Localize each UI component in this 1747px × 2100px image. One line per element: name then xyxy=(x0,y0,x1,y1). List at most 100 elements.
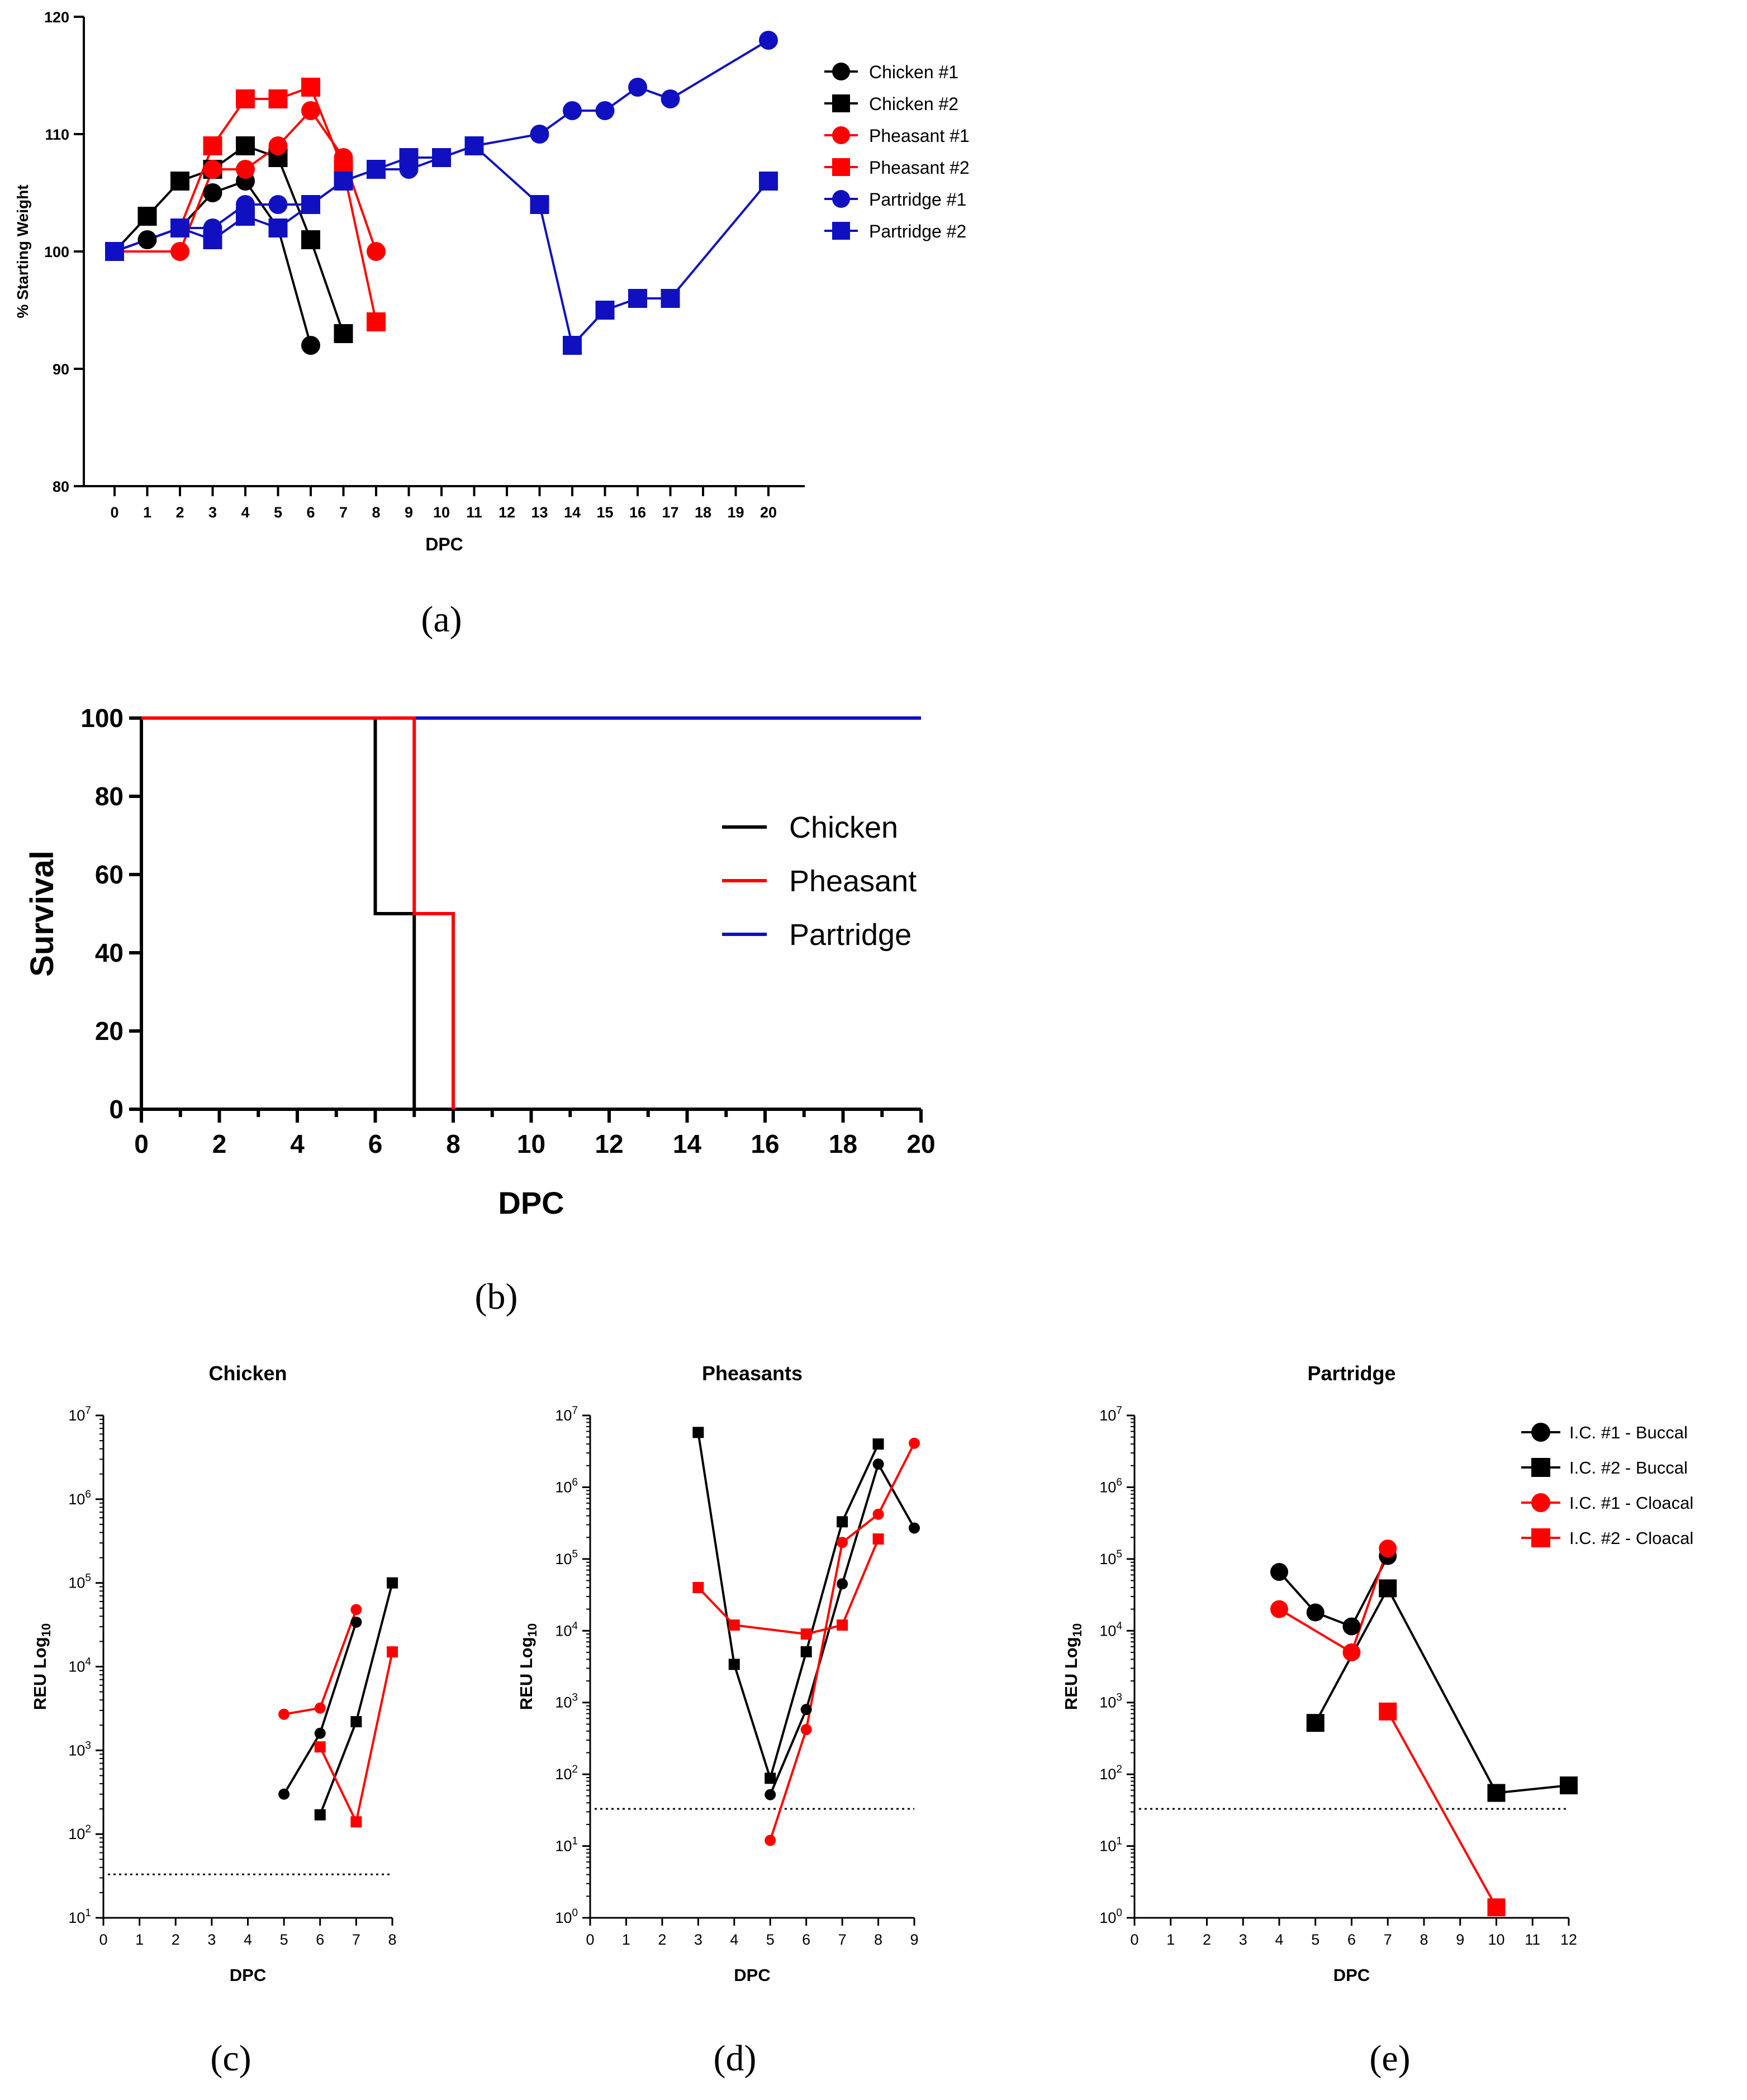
chart-title: Chicken xyxy=(208,1362,287,1385)
legend-marker xyxy=(832,190,850,208)
data-point xyxy=(268,218,288,237)
data-point xyxy=(367,312,386,331)
y-tick-label: 120 xyxy=(44,9,69,26)
series-line xyxy=(1278,1548,1389,1654)
data-point xyxy=(1270,1563,1288,1581)
x-tick-label: 20 xyxy=(906,1129,935,1158)
data-point xyxy=(837,1578,848,1590)
data-point xyxy=(1342,1643,1361,1661)
data-point xyxy=(464,136,484,155)
x-tick-label: 13 xyxy=(531,504,548,521)
data-point xyxy=(872,1438,884,1450)
data-point xyxy=(728,1659,740,1670)
x-tick-label: 5 xyxy=(280,1931,288,1948)
legend: I.C. #1 - Buccal I.C. #2 - Buccal I.C. #1 … xyxy=(1521,1423,1693,1548)
data-point xyxy=(314,1727,326,1739)
data-point xyxy=(909,1522,920,1534)
y-tick-label: 102 xyxy=(1099,1764,1122,1783)
x-tick-label: 7 xyxy=(1384,1931,1392,1948)
data-point xyxy=(278,1708,290,1720)
data-point xyxy=(595,101,615,120)
data-point xyxy=(1379,1702,1397,1721)
data-point xyxy=(301,101,320,120)
legend-label: Pheasant xyxy=(789,864,917,898)
data-point xyxy=(105,242,124,261)
chart-title: Partridge xyxy=(1307,1362,1395,1385)
data-point xyxy=(137,230,157,249)
series-line xyxy=(769,1442,915,1841)
data-point xyxy=(800,1646,812,1657)
y-tick-label: 60 xyxy=(95,860,124,889)
x-tick-label: 4 xyxy=(290,1129,305,1158)
legend-label: Pheasant #1 xyxy=(869,126,970,146)
data-point xyxy=(661,89,680,108)
x-tick-label: 2 xyxy=(175,504,184,521)
data-point xyxy=(268,136,288,155)
x-tick-label: 0 xyxy=(586,1931,594,1948)
x-tick-label: 11 xyxy=(1525,1931,1540,1948)
legend-label: Chicken #2 xyxy=(869,94,958,114)
data-point xyxy=(1306,1714,1325,1732)
data-point xyxy=(595,301,615,320)
x-tick-label: 1 xyxy=(622,1931,630,1948)
data-point xyxy=(170,172,189,191)
x-tick-label: 16 xyxy=(629,504,646,521)
data-point xyxy=(236,136,255,155)
y-axis-label: % Starting Weight xyxy=(14,184,31,318)
x-tick-label: 9 xyxy=(910,1931,918,1948)
x-tick-label: 4 xyxy=(244,1931,252,1948)
y-tick-label: 106 xyxy=(1099,1476,1122,1495)
data-point xyxy=(759,31,778,50)
y-tick-label: 0 xyxy=(109,1095,124,1124)
legend-marker xyxy=(832,63,850,80)
data-point xyxy=(765,1835,776,1846)
y-tick-label: 40 xyxy=(95,938,124,967)
data-point xyxy=(661,289,680,308)
data-point xyxy=(350,1604,362,1616)
x-tick-label: 5 xyxy=(274,504,282,521)
legend-label: I.C. #1 - Buccal xyxy=(1569,1423,1688,1442)
x-tick-label: 7 xyxy=(339,504,348,521)
x-tick-label: 2 xyxy=(212,1129,227,1158)
data-point xyxy=(837,1516,848,1528)
chart-c: Chicken 101 102 103 104 105 106 107 0 1 2 3 4 5 6 7 8 DPC… xyxy=(30,1362,398,2079)
series-line xyxy=(1387,1711,1498,1908)
data-point xyxy=(837,1537,848,1548)
x-tick-label: 19 xyxy=(727,504,744,521)
y-tick-label: 104 xyxy=(68,1656,91,1675)
x-tick-label: 5 xyxy=(766,1931,775,1948)
data-point xyxy=(387,1577,398,1589)
y-tick-label: 103 xyxy=(68,1740,91,1759)
data-point xyxy=(314,1702,326,1714)
x-tick-label: 2 xyxy=(172,1931,180,1948)
data-point xyxy=(236,89,255,108)
x-tick-label: 7 xyxy=(838,1931,847,1948)
legend-marker xyxy=(1531,1423,1550,1442)
data-point xyxy=(301,336,320,355)
x-tick-label: 0 xyxy=(134,1129,149,1158)
legend-label: Partridge #2 xyxy=(869,221,966,241)
series-line xyxy=(283,1609,358,1716)
data-point xyxy=(1487,1784,1506,1802)
x-tick-label: 1 xyxy=(143,504,151,521)
x-tick-label: 5 xyxy=(1311,1931,1319,1948)
y-tick-label: 104 xyxy=(1099,1620,1122,1639)
data-point xyxy=(1270,1600,1288,1618)
data-point xyxy=(350,1716,362,1728)
legend-label: Chicken #1 xyxy=(869,62,958,82)
data-point xyxy=(399,148,419,167)
series-line xyxy=(1278,1555,1389,1628)
data-point xyxy=(170,218,189,237)
data-point xyxy=(800,1628,812,1640)
x-tick-label: 4 xyxy=(241,504,249,521)
x-tick-label: 0 xyxy=(110,504,118,521)
legend-marker xyxy=(832,94,850,112)
x-tick-label: 0 xyxy=(99,1931,107,1948)
legend-label: I.C. #1 - Cloacal xyxy=(1569,1493,1693,1513)
x-tick-label: 1 xyxy=(135,1931,144,1948)
data-point xyxy=(137,207,157,226)
y-tick-label: 106 xyxy=(555,1476,578,1495)
x-tick-label: 11 xyxy=(466,504,482,521)
data-point xyxy=(872,1458,884,1470)
y-tick-label: 107 xyxy=(555,1405,578,1424)
